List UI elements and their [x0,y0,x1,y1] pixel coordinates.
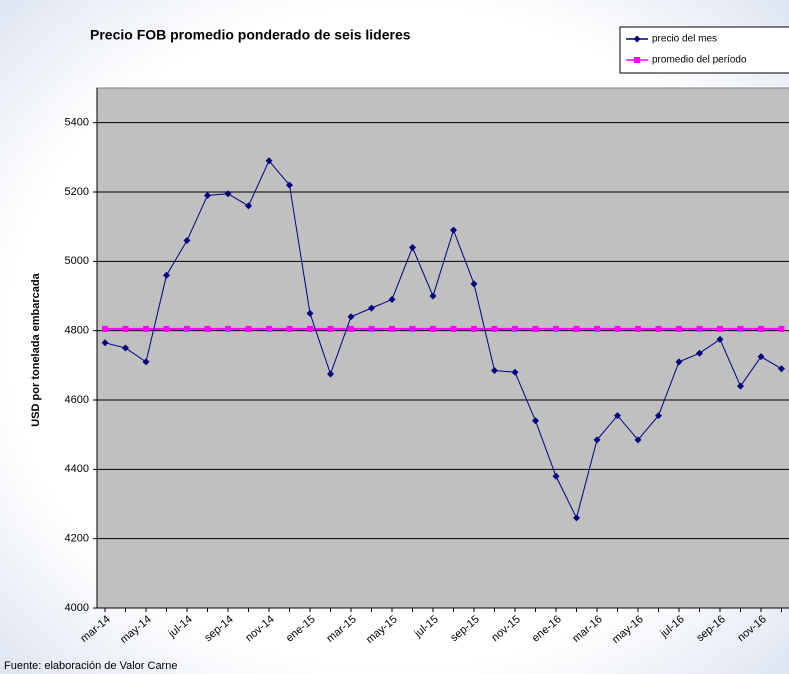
point-marker [204,191,211,199]
y-tick-label: 4400 [65,463,89,475]
point-marker [717,325,723,332]
point-marker [512,325,518,332]
y-tick-label: 4000 [65,602,89,614]
point-marker [429,292,437,300]
point-marker [225,325,231,332]
point-marker [368,304,375,312]
point-marker [306,309,314,317]
point-marker [532,325,539,332]
point-marker [389,325,395,332]
point-marker [778,365,785,373]
point-marker [655,325,662,332]
point-marker [163,325,170,332]
point-marker [553,325,559,332]
source-note: Fuente: elaboración de Valor Carne [4,660,177,672]
point-marker [511,368,519,376]
point-marker [265,157,273,165]
point-marker [737,325,744,332]
point-marker [409,243,416,251]
point-marker [245,202,252,210]
point-marker [450,226,457,234]
series-line [104,159,782,520]
point-marker [634,436,642,444]
point-marker [471,325,477,332]
point-marker [348,325,354,332]
point-marker [163,271,170,279]
point-marker [450,325,457,332]
y-tick-label: 5400 [65,117,89,129]
point-marker [491,367,498,375]
legend-box [619,26,789,74]
point-marker [633,35,641,43]
point-marker [552,472,560,480]
point-marker [470,280,478,288]
point-marker [696,325,703,332]
point-marker [491,325,498,332]
point-marker [614,412,621,420]
point-marker [778,325,785,332]
point-marker [675,358,683,366]
point-marker [122,325,129,332]
point-marker [388,295,396,303]
point-marker [676,325,682,332]
legend-label: promedio del período [652,55,747,66]
point-marker [347,313,355,321]
point-marker [204,325,211,332]
point-marker [573,514,580,522]
point-marker [327,325,334,332]
point-marker [573,325,580,332]
point-marker [655,412,662,420]
point-marker [409,325,416,332]
point-marker [224,190,232,198]
point-marker [327,370,334,378]
point-marker [101,339,109,347]
point-marker [532,417,539,425]
point-marker [286,325,293,332]
point-marker [184,325,190,332]
point-marker [286,181,293,189]
point-marker [430,325,436,332]
point-marker [614,325,621,332]
point-marker [183,237,191,245]
y-tick-label: 5200 [65,186,89,198]
point-marker [758,325,764,332]
point-marker [634,57,640,63]
point-marker [142,358,150,366]
y-tick-label: 4800 [65,325,89,337]
point-marker [368,325,375,332]
point-marker [594,325,600,332]
y-tick-label: 5000 [65,255,89,267]
point-marker [143,325,149,332]
y-tick-label: 4600 [65,394,89,406]
point-marker [102,325,108,332]
point-marker [696,349,703,357]
legend: precio del mes promedio del período [619,26,789,74]
point-marker [757,353,765,361]
legend-label: precio del mes [652,34,717,45]
point-marker [635,325,641,332]
point-marker [245,325,252,332]
point-marker [266,325,272,332]
point-marker [593,436,601,444]
y-axis-label: USD por tonelada embarcada [30,272,42,426]
plot-background [96,87,789,609]
point-marker [307,325,313,332]
y-tick-label: 4200 [65,533,89,545]
point-marker [122,344,129,352]
chart-title: Precio FOB promedio ponderado de seis li… [90,27,411,43]
point-marker [716,335,724,343]
point-marker [737,382,744,390]
